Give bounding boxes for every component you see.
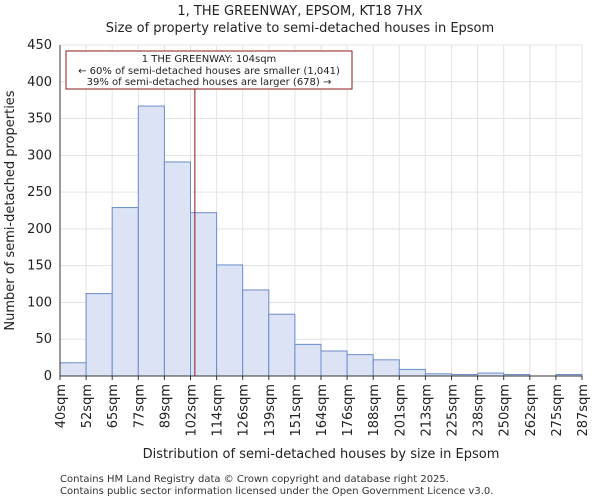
footer-licence: Contains public sector information licen… [60,486,494,497]
x-tick-label: 225sqm [446,384,461,437]
x-tick-label: 114sqm [211,384,226,437]
y-tick-label: 400 [27,75,52,90]
x-tick-label: 89sqm [158,384,173,428]
x-tick-label: 287sqm [576,384,591,437]
x-tick-label: 201sqm [393,384,408,437]
histogram-bar [137,105,165,377]
x-tick-label: 176sqm [341,384,356,437]
x-tick-label: 213sqm [419,384,434,437]
histogram-bar [372,359,400,377]
annotation-line-1: 1 THE GREENWAY: 104sqm [142,54,277,65]
histogram-bar [320,350,348,377]
x-tick-label: 139sqm [263,384,278,437]
histogram-bar [85,293,113,377]
x-tick-label: 40sqm [54,384,69,428]
y-tick-label: 50 [35,332,52,347]
x-tick-label: 188sqm [367,384,382,437]
histogram-bar [111,207,139,377]
x-tick-label: 238sqm [472,384,487,437]
histogram-bar [346,354,374,377]
histogram-bar [294,343,322,377]
x-tick-label: 275sqm [550,384,565,437]
histogram-bar [59,362,87,377]
x-tick-label: 250sqm [498,384,513,437]
y-tick-label: 300 [27,148,52,163]
histogram-bar [163,161,191,377]
footer-copyright: Contains HM Land Registry data © Crown c… [60,474,449,485]
x-tick-label: 164sqm [315,384,330,437]
y-tick-label: 450 [27,38,52,53]
chart-title: 1, THE GREENWAY, EPSOM, KT18 7HX [177,4,423,19]
annotation-box [65,50,353,90]
annotation-line-3: 39% of semi-detached houses are larger (… [87,77,332,88]
histogram-bar [242,289,270,377]
y-tick-label: 350 [27,112,52,127]
x-tick-label: 262sqm [524,384,539,437]
y-tick-label: 100 [27,295,52,310]
chart-subtitle: Size of property relative to semi-detach… [105,21,495,36]
x-tick-label: 151sqm [289,384,304,437]
y-tick-label: 0 [44,369,52,384]
y-tick-label: 250 [27,185,52,200]
x-tick-label: 65sqm [106,384,121,428]
x-tick-label: 102sqm [185,384,200,437]
y-axis-label: Number of semi-detached properties [3,90,18,330]
x-tick-label: 77sqm [132,384,147,428]
x-axis-label: Distribution of semi-detached houses by … [143,447,500,462]
histogram-bar [216,264,244,377]
x-tick-label: 52sqm [80,384,95,428]
y-tick-label: 150 [27,259,52,274]
annotation-line-2: ← 60% of semi-detached houses are smalle… [78,66,340,77]
x-tick-label: 126sqm [237,384,252,437]
histogram-bar [268,313,296,377]
histogram-bar [398,368,426,377]
y-tick-label: 200 [27,222,52,237]
histogram-chart: 0 50 100 150 200 250 300 350 400 450 40sqm 52sqm 65s… [3,38,591,462]
